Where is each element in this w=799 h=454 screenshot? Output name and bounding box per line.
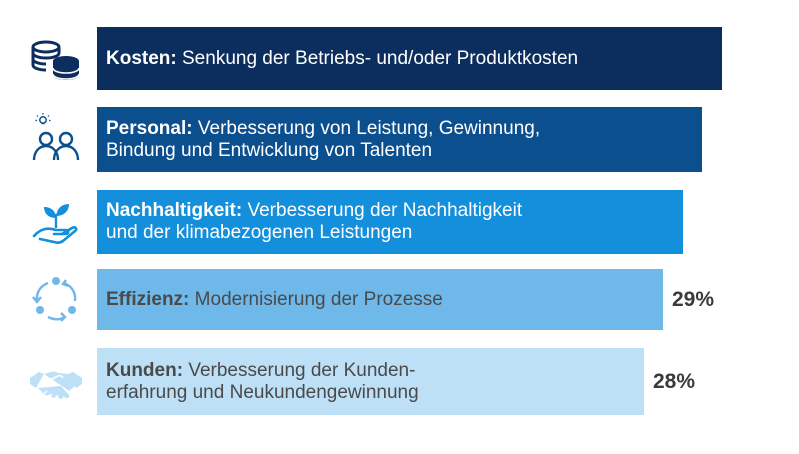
bar-label-line: Bindung und Entwicklung von Talenten [106,140,692,162]
value-label: 30% [692,210,735,233]
value-label: 28% [653,369,696,393]
bar-label-line: Kunden: Verbesserung der Kunden- [106,360,634,382]
category-description: und der klimabezogenen Leistungen [106,222,413,243]
bar-label-line: erfahrung und Neukundengewinnung [106,382,634,404]
category-description: Modernisierung der Prozesse [189,288,443,310]
value-label: 32% [731,46,774,70]
handshake-icon [28,354,84,410]
category-description: Bindung und Entwicklung von Talenten [106,139,433,161]
bar: Kosten: Senkung der Betriebs- und/oder P… [97,27,722,90]
category-label: Personal: [106,117,193,139]
bar-label-line: Kosten: Senkung der Betriebs- und/oder P… [106,48,712,70]
bar: Kunden: Verbesserung der Kunden-erfahrun… [97,348,644,415]
category-label: Effizienz: [106,288,190,310]
plant-hand-icon [28,194,84,250]
bar: Nachhaltigkeit: Verbesserung der Nachhal… [97,190,683,254]
bar-label-line: Nachhaltigkeit: Verbesserung der Nachhal… [106,200,673,222]
bar-label-line: Personal: Verbesserung von Leistung, Gew… [106,118,692,140]
category-description: Verbesserung der Nachhaltigkeit [242,200,523,221]
bar-row: Kunden: Verbesserung der Kunden-erfahrun… [0,348,799,415]
bar: Effizienz: Modernisierung der Prozesse [97,269,663,330]
category-description: Verbesserung der Kunden- [183,359,416,381]
bar: Personal: Verbesserung von Leistung, Gew… [97,107,702,172]
category-description: erfahrung und Neukundengewinnung [106,381,419,403]
category-label: Kosten: [106,47,177,69]
bar-row: Nachhaltigkeit: Verbesserung der Nachhal… [0,190,799,254]
bar-row: Kosten: Senkung der Betriebs- und/oder P… [0,27,799,90]
bar-row: Personal: Verbesserung von Leistung, Gew… [0,107,799,172]
category-description: Verbesserung von Leistung, Gewinnung, [192,117,541,139]
coins-icon [28,31,84,87]
bar-label-line: und der klimabezogenen Leistungen [106,222,673,244]
value-label: 29% [672,287,715,311]
bar-row: Effizienz: Modernisierung der Prozesse 29… [0,269,799,330]
people-idea-icon [28,112,84,168]
value-label: 31% [711,127,754,151]
category-description: Senkung der Betriebs- und/oder Produktko… [176,47,579,69]
cycle-icon [28,272,84,328]
category-label: Nachhaltigkeit: [106,200,243,221]
bar-label-line: Effizienz: Modernisierung der Prozesse [106,289,653,311]
category-label: Kunden: [106,359,184,381]
